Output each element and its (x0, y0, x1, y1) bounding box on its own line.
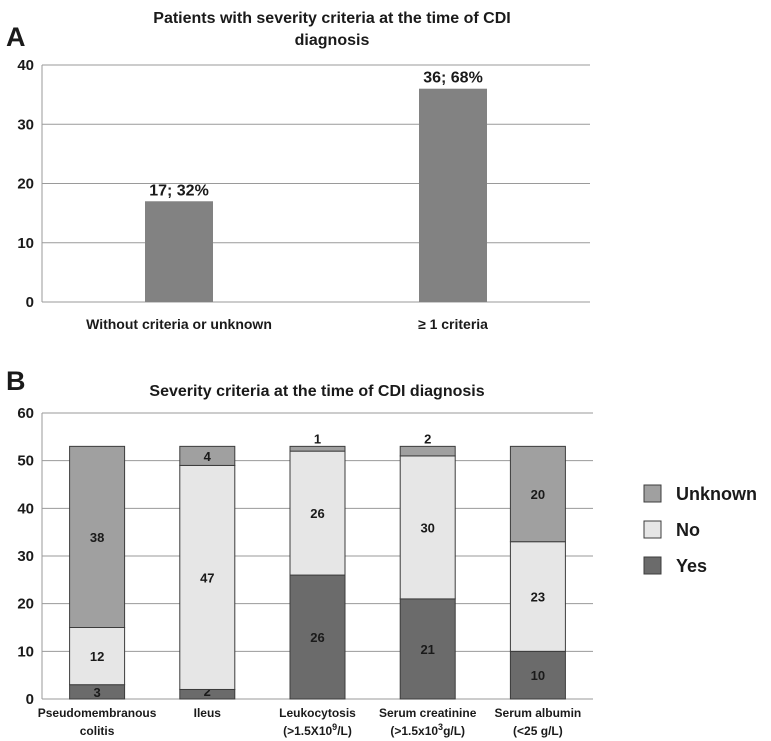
legend-label-unknown: Unknown (676, 484, 757, 504)
panel-b-category-sublabel-text: (>1.5X10 (283, 724, 332, 738)
panel-a-data-label: 36; 68% (423, 70, 483, 87)
panel-b-segment-label: 1 (314, 431, 321, 446)
panel-b-y-tick-label: 20 (17, 596, 34, 613)
panel-b-category-sublabel: colitis (80, 724, 115, 738)
panel-b-bar-segment-no (509, 541, 566, 652)
panel-a-title-line-1: Patients with severity criteria at the t… (153, 10, 510, 27)
panel-b-category-sublabel: (>1.5x103g/L) (390, 722, 465, 738)
panel-b-segment-label: 21 (420, 642, 434, 657)
panel-b-title: Severity criteria at the time of CDI dia… (149, 383, 484, 400)
panel-b-segment-label: 26 (310, 630, 324, 645)
panel-a-category-label: ≥ 1 criteria (418, 316, 488, 332)
panel-b-segment-label: 26 (310, 506, 324, 521)
legend-swatch-unknown (643, 484, 662, 503)
panel-b-category-sublabel-text: (>1.5x10 (390, 724, 438, 738)
panel-a-y-tick-labels: 0 10 20 30 40 (17, 57, 34, 311)
panel-b-category-superscript: 3 (438, 722, 443, 732)
panel-b-segment-label: 10 (531, 668, 545, 683)
panel-a-y-tick-label: 10 (17, 235, 34, 252)
panel-b-bar-segment-no (69, 627, 126, 686)
panel-b-y-tick-label: 40 (17, 500, 34, 517)
panel-a: A Patients with severity criteria at the… (6, 10, 590, 332)
legend-swatch-no (643, 520, 662, 539)
panel-b-category-sublabel-tail: /L) (337, 724, 352, 738)
panel-b-category-sublabel: (>1.5X109/L) (283, 722, 352, 738)
panel-b-stacked-bars: 3 12 38 2 47 4 26 26 1 21 30 2 10 23 20 (69, 431, 566, 700)
panel-a-category-label: Without criteria or unknown (86, 316, 272, 332)
panel-a-gridlines (41, 64, 590, 303)
panel-b-bar-segment-no (399, 455, 456, 600)
panel-b-bar-segment-unknown (179, 445, 236, 466)
panel-b-letter: B (6, 366, 26, 396)
panel-a-bar (419, 88, 487, 302)
panel-a-bar (145, 201, 213, 302)
panel-b-bar-segment-unknown (69, 445, 126, 628)
legend-label-yes: Yes (676, 556, 707, 576)
panel-b-category-sublabel-text: (<25 g/L) (513, 724, 563, 738)
panel-b-segment-label: 23 (531, 590, 545, 605)
panel-b-category-sublabel-tail: g/L) (443, 724, 465, 738)
panel-b-segment-label: 30 (420, 520, 434, 535)
panel-b-segment-label: 2 (204, 684, 211, 699)
panel-b-bar-segment-yes (399, 598, 456, 700)
panel-b-y-tick-labels: 0 10 20 30 40 50 60 (17, 405, 34, 708)
panel-b-segment-label: 20 (531, 487, 545, 502)
panel-b-category-sublabel: (<25 g/L) (513, 724, 563, 738)
panel-a-letter: A (6, 22, 26, 52)
panel-b-category-label: Pseudomembranous (38, 706, 157, 720)
panel-a-y-tick-label: 30 (17, 116, 34, 133)
panel-b-category-label: Ileus (194, 706, 222, 720)
panel-a-bars: 17; 32% 36; 68% (145, 70, 487, 302)
panel-b-legend: Unknown No Yes (643, 484, 757, 576)
panel-a-y-tick-label: 0 (26, 294, 34, 311)
legend-label-no: No (676, 520, 700, 540)
panel-b-segment-label: 3 (93, 685, 100, 700)
panel-b-segment-label: 47 (200, 570, 214, 585)
panel-b-y-tick-label: 30 (17, 548, 34, 565)
panel-b-y-tick-label: 0 (26, 691, 34, 708)
panel-b-category-sublabel-text: colitis (80, 724, 115, 738)
panel-b: B Severity criteria at the time of CDI d… (6, 366, 757, 738)
panel-a-category-labels: Without criteria or unknown ≥ 1 criteria (86, 316, 488, 332)
panel-b-bar-segment-unknown (509, 445, 566, 543)
panel-a-data-label: 17; 32% (149, 182, 209, 199)
panel-b-bar-segment-no (179, 464, 236, 690)
panel-b-y-tick-label: 50 (17, 453, 34, 470)
panel-b-category-superscript: 9 (332, 722, 337, 732)
panel-b-category-labels: Pseudomembranous colitis Ileus Leukocytosis… (38, 706, 581, 738)
panel-b-bar-segment-no (289, 450, 346, 576)
panel-b-segment-label: 2 (424, 431, 431, 446)
panel-b-segment-label: 4 (204, 449, 212, 464)
panel-b-segment-label: 38 (90, 530, 104, 545)
panel-b-bar-segment-unknown (399, 445, 456, 457)
panel-b-y-tick-label: 60 (17, 405, 34, 422)
panel-b-segment-label: 12 (90, 649, 104, 664)
panel-a-y-tick-label: 20 (17, 176, 34, 193)
legend-swatch-yes (643, 556, 662, 575)
panel-b-bar-segment-unknown (289, 445, 346, 452)
panel-b-category-label: Leukocytosis (279, 706, 356, 720)
panel-b-y-tick-label: 10 (17, 643, 34, 660)
panel-b-category-label: Serum albumin (495, 706, 582, 720)
panel-a-y-tick-label: 40 (17, 57, 34, 74)
panel-b-category-label: Serum creatinine (379, 706, 477, 720)
panel-a-title-line-2: diagnosis (295, 32, 370, 49)
